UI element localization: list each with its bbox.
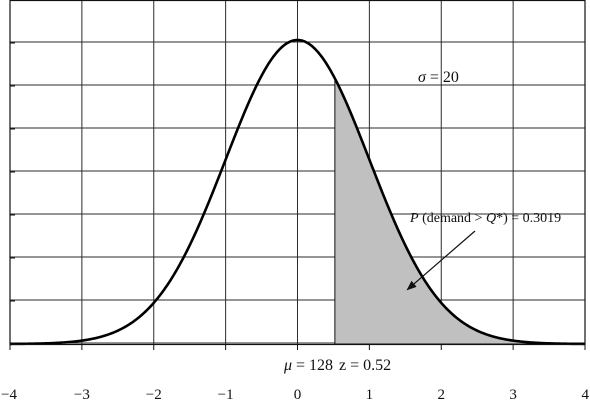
sigma-value: = 20 (426, 69, 459, 86)
probability-annotation: P (demand > Q*) = 0.3019 (409, 211, 561, 226)
x-tick-label: −2 (146, 387, 162, 403)
label-layer: −4 −3 −2 −1 0 1 2 3 4 (1, 387, 590, 403)
x-tick-label: −1 (218, 387, 234, 403)
probability-p: P (409, 211, 419, 226)
x-tick-label: −4 (1, 387, 17, 403)
grid-layer (10, 0, 585, 344)
probability-q: Q (486, 211, 496, 226)
z-annotation: z = 0.52 (339, 357, 391, 374)
mean-annotation: μ = 128 (283, 357, 333, 374)
sigma-symbol: σ (418, 69, 427, 86)
bottom-label-background (274, 352, 462, 374)
curve-layer (9, 38, 586, 346)
probability-mid: (demand > (419, 211, 486, 226)
mu-value: = 128 (292, 357, 333, 374)
normal-curve (9, 38, 586, 346)
tick-layer (9, 0, 586, 350)
x-tick-label: −3 (74, 387, 90, 403)
x-tick-label: 4 (582, 387, 590, 403)
probability-end: *) = 0.3019 (496, 211, 561, 226)
x-tick-label: 1 (366, 387, 374, 403)
x-tick-label: 3 (509, 387, 517, 403)
mu-symbol: μ (283, 357, 292, 374)
x-tick-label: 2 (438, 387, 446, 403)
x-tick-label: 0 (294, 387, 302, 403)
annotation-layer: σ = 20 P (demand > Q*) = 0.3019 μ = 128 … (274, 69, 561, 374)
probability-arrow (406, 230, 476, 291)
sigma-annotation: σ = 20 (418, 69, 459, 86)
